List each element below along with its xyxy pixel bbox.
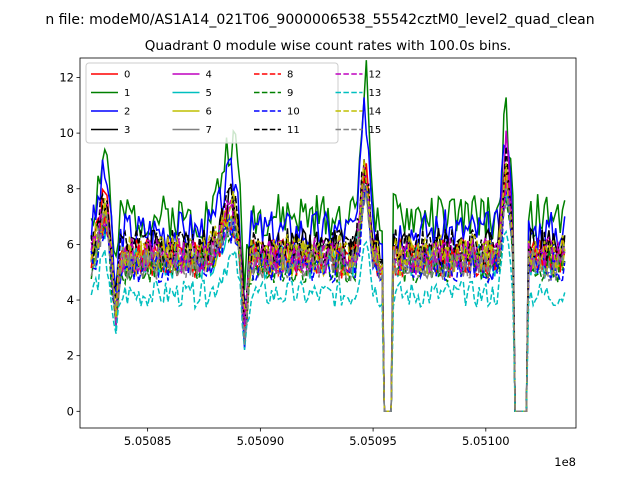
legend-label-0: 0 <box>124 70 130 81</box>
legend-label-2: 2 <box>124 107 130 118</box>
y-tick-label: 2 <box>67 349 74 363</box>
legend-label-7: 7 <box>206 125 212 136</box>
y-tick-label: 8 <box>67 182 74 196</box>
legend-label-15: 15 <box>369 125 382 136</box>
legend-label-12: 12 <box>369 70 382 81</box>
legend-label-9: 9 <box>287 88 293 99</box>
x-tick-label: 5.05100 <box>462 434 510 448</box>
series-line-2 <box>90 97 566 413</box>
legend-label-14: 14 <box>369 107 382 118</box>
chart-title: Quadrant 0 module wise count rates with … <box>145 38 511 54</box>
x-offset-label: 1e8 <box>554 455 576 469</box>
y-tick-label: 10 <box>59 126 74 140</box>
y-tick-label: 4 <box>67 293 74 307</box>
legend-label-1: 1 <box>124 88 130 99</box>
legend-label-3: 3 <box>124 125 130 136</box>
y-axis: 0 2 4 6 8 10 12 <box>59 70 80 418</box>
legend-label-5: 5 <box>206 88 212 99</box>
y-tick-label: 6 <box>67 237 74 251</box>
x-tick-label: 5.05090 <box>237 434 285 448</box>
x-tick-label: 5.05095 <box>349 434 397 448</box>
plot-frame <box>79 57 577 429</box>
legend-label-8: 8 <box>287 70 293 81</box>
series-line-15 <box>90 182 566 413</box>
legend-box <box>85 62 339 144</box>
legend-label-10: 10 <box>287 107 300 118</box>
x-axis: 5.05085 5.05090 5.05095 5.05100 <box>124 428 510 448</box>
legend-label-4: 4 <box>206 70 212 81</box>
y-tick-label: 0 <box>67 404 74 418</box>
figure-suptitle: n file: modeM0/AS1A14_021T06_9000006538_… <box>45 12 594 28</box>
series-line-13 <box>90 229 566 413</box>
y-tick-label: 12 <box>59 70 74 84</box>
legend-label-13: 13 <box>369 88 382 99</box>
legend-label-11: 11 <box>287 125 300 136</box>
legend-label-6: 6 <box>206 107 212 118</box>
series-layer <box>90 60 566 413</box>
x-tick-label: 5.05085 <box>124 434 172 448</box>
series-line-14 <box>90 159 566 413</box>
